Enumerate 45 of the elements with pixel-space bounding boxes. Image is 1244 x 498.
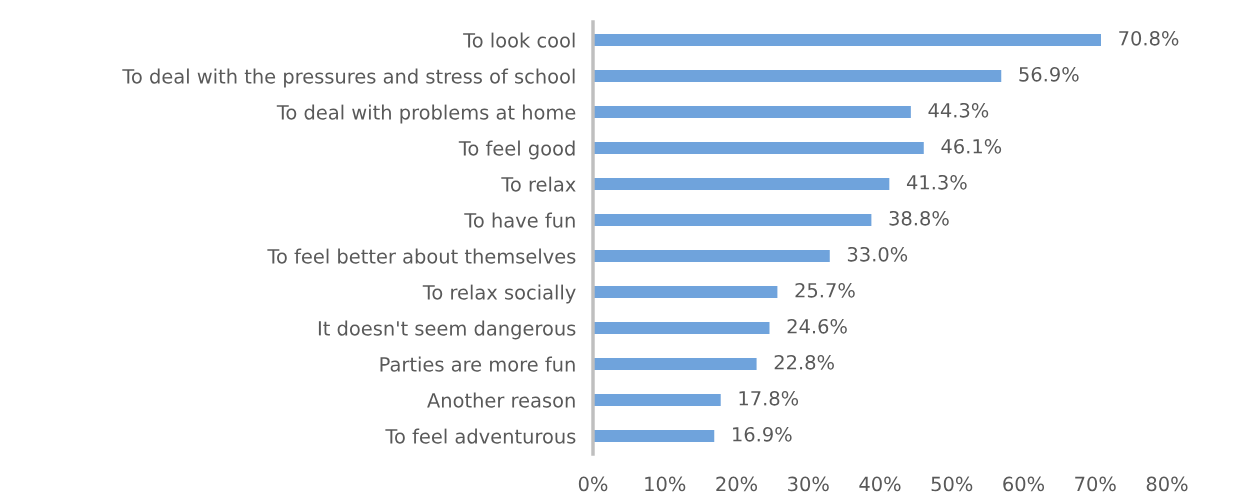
x-tick-label: 70% bbox=[1075, 476, 1116, 492]
data-label: 44.3% bbox=[928, 102, 989, 118]
y-tick-label: To feel adventurous bbox=[385, 428, 576, 444]
x-tick-label: 40% bbox=[859, 476, 901, 492]
x-tick-label: 30% bbox=[788, 476, 829, 492]
x-tick-label: 20% bbox=[716, 476, 758, 492]
y-tick-label: To have fun bbox=[464, 212, 575, 228]
data-label: 17.8% bbox=[739, 390, 799, 406]
y-tick-label: Parties are more fun bbox=[380, 356, 575, 372]
data-label: 16.9% bbox=[733, 426, 792, 442]
data-label: 56.9% bbox=[1019, 66, 1079, 82]
x-tick-label: 50% bbox=[931, 476, 973, 492]
bar bbox=[593, 393, 721, 407]
bar bbox=[593, 141, 924, 155]
y-tick-label: Another reason bbox=[427, 392, 575, 408]
x-tick-label: 80% bbox=[1146, 476, 1188, 492]
y-tick-label: To feel better about themselves bbox=[267, 248, 576, 264]
y-tick-label: To feel good bbox=[458, 140, 575, 160]
bar bbox=[593, 357, 757, 371]
data-label: 25.7% bbox=[795, 282, 855, 298]
bar bbox=[593, 69, 1002, 83]
x-tick-label: 10% bbox=[645, 476, 686, 492]
y-tick-label: To deal with the pressures and stress of school bbox=[122, 68, 575, 88]
data-label: 33.0% bbox=[847, 246, 908, 262]
data-label: 22.8% bbox=[774, 354, 834, 370]
bar bbox=[593, 213, 872, 227]
bar bbox=[593, 33, 1101, 47]
data-label: 46.1% bbox=[941, 138, 1002, 154]
y-tick-label: To look cool bbox=[463, 32, 575, 48]
y-tick-label: To deal with problems at home bbox=[276, 104, 576, 124]
bar bbox=[593, 105, 911, 119]
data-label: 38.8% bbox=[889, 210, 949, 226]
bar bbox=[593, 285, 778, 299]
y-tick-label: To relax socially bbox=[422, 284, 576, 304]
bar bbox=[593, 321, 770, 335]
x-tick-label: 60% bbox=[1003, 476, 1045, 492]
x-tick-label: 0% bbox=[578, 476, 608, 492]
bar bbox=[593, 177, 890, 191]
data-label: 70.8% bbox=[1119, 30, 1179, 46]
data-label: 41.3% bbox=[906, 174, 967, 190]
y-tick-label: To relax bbox=[501, 176, 576, 192]
bar bbox=[593, 249, 830, 263]
data-label: 24.6% bbox=[787, 318, 847, 334]
y-tick-label: It doesn't seem dangerous bbox=[318, 320, 576, 340]
bar bbox=[593, 429, 715, 443]
